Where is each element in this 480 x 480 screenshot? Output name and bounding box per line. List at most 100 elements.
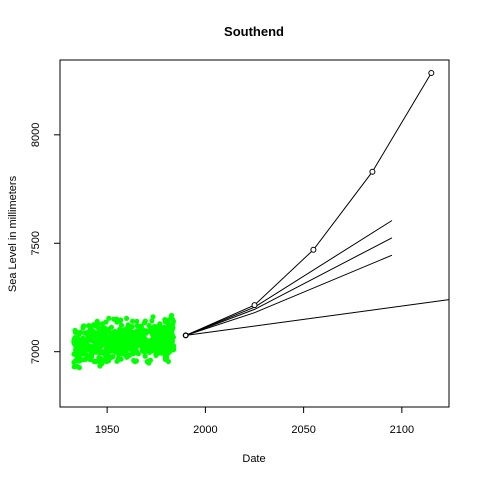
observation-point bbox=[135, 351, 141, 357]
x-axis-label: Date bbox=[242, 453, 265, 465]
x-axis: 1950 2000 2050 2100 bbox=[95, 407, 414, 436]
observation-point bbox=[96, 338, 102, 344]
y-axis: 7000 7500 8000 bbox=[30, 123, 60, 364]
observation-point bbox=[110, 338, 116, 344]
observation-point bbox=[152, 333, 159, 339]
observation-point bbox=[71, 364, 77, 370]
observation-point bbox=[105, 347, 111, 353]
observation-point bbox=[76, 365, 82, 371]
observation-point bbox=[151, 347, 157, 354]
observation-point bbox=[112, 329, 118, 335]
observation-point bbox=[167, 328, 173, 334]
observation-point bbox=[144, 344, 150, 350]
observation-point bbox=[163, 347, 169, 353]
observation-point bbox=[136, 325, 142, 331]
observation-point bbox=[81, 330, 88, 336]
projection-origin-marker bbox=[183, 332, 189, 339]
observation-point bbox=[144, 359, 150, 365]
observation-point bbox=[81, 323, 87, 329]
observation-point bbox=[157, 321, 163, 327]
observation-point bbox=[142, 353, 148, 359]
observation-point bbox=[139, 344, 145, 350]
observation-point bbox=[75, 336, 81, 342]
x-tick-label: 2100 bbox=[390, 424, 414, 436]
observation-point bbox=[155, 348, 161, 354]
observation-point bbox=[150, 314, 156, 320]
observation-point bbox=[168, 338, 174, 344]
observation-point bbox=[115, 350, 121, 356]
observation-point bbox=[71, 351, 77, 357]
observation-point bbox=[99, 321, 106, 327]
observation-point bbox=[146, 322, 152, 329]
y-tick-label: 7500 bbox=[30, 231, 42, 255]
projection-line-4 bbox=[185, 220, 393, 336]
observation-point bbox=[90, 331, 96, 337]
observation-point bbox=[82, 356, 89, 362]
observation-point bbox=[111, 316, 117, 322]
observation-point bbox=[104, 336, 110, 342]
observation-point bbox=[149, 318, 155, 324]
plot-frame bbox=[59, 59, 450, 408]
observation-point bbox=[131, 333, 137, 339]
observation-point bbox=[71, 339, 77, 346]
observation-point bbox=[115, 344, 121, 350]
projection-marker bbox=[251, 302, 258, 309]
observation-point bbox=[169, 316, 176, 322]
observation-point bbox=[93, 358, 99, 365]
observation-point bbox=[116, 356, 122, 362]
observation-point bbox=[162, 317, 168, 323]
observation-point bbox=[165, 358, 171, 365]
x-tick-label: 2050 bbox=[291, 424, 315, 436]
projection-lines bbox=[182, 70, 450, 339]
observation-point bbox=[127, 352, 133, 358]
observation-point bbox=[133, 358, 139, 364]
observation-point bbox=[99, 361, 105, 367]
observation-point bbox=[103, 354, 110, 360]
observation-point bbox=[88, 323, 94, 329]
projection-line-5 bbox=[185, 72, 432, 336]
observation-point bbox=[155, 341, 161, 347]
observation-point bbox=[91, 343, 97, 349]
projection-line-3 bbox=[185, 237, 393, 336]
observation-point bbox=[97, 344, 103, 350]
projection-line-2 bbox=[185, 254, 393, 336]
observation-point bbox=[106, 315, 112, 321]
chart-title: Southend bbox=[224, 24, 284, 39]
projection-marker bbox=[310, 246, 317, 253]
x-tick-label: 1950 bbox=[95, 424, 119, 436]
observation-point bbox=[118, 330, 124, 336]
projection-line-1 bbox=[185, 299, 450, 336]
observation-point bbox=[110, 353, 116, 360]
observation-point bbox=[125, 322, 131, 328]
observation-point bbox=[142, 318, 148, 324]
observation-point bbox=[163, 336, 169, 342]
observation-point bbox=[130, 318, 136, 324]
observation-point bbox=[105, 358, 111, 364]
observation-point bbox=[95, 320, 101, 327]
observation-point bbox=[99, 349, 105, 355]
observation-point bbox=[126, 344, 132, 350]
observation-point bbox=[96, 355, 102, 361]
observation-point bbox=[147, 327, 153, 333]
observation-point bbox=[164, 351, 171, 357]
observation-point bbox=[74, 347, 80, 353]
observation-point bbox=[81, 337, 87, 343]
observation-point bbox=[77, 329, 84, 335]
y-axis-label: Sea Level in millimeters bbox=[7, 175, 19, 292]
observation-point bbox=[79, 343, 85, 349]
observation-point bbox=[114, 336, 121, 342]
y-tick-label: 7000 bbox=[30, 339, 42, 363]
projection-marker bbox=[428, 70, 435, 76]
observation-point bbox=[124, 315, 130, 321]
observation-point bbox=[85, 344, 91, 350]
observation-point bbox=[123, 349, 129, 355]
observation-point bbox=[134, 318, 140, 324]
observation-point bbox=[129, 324, 135, 330]
observation-point bbox=[95, 325, 101, 331]
observation-point bbox=[123, 326, 129, 332]
observation-point bbox=[72, 329, 78, 335]
observation-point bbox=[135, 335, 141, 341]
observation-point bbox=[88, 354, 94, 360]
